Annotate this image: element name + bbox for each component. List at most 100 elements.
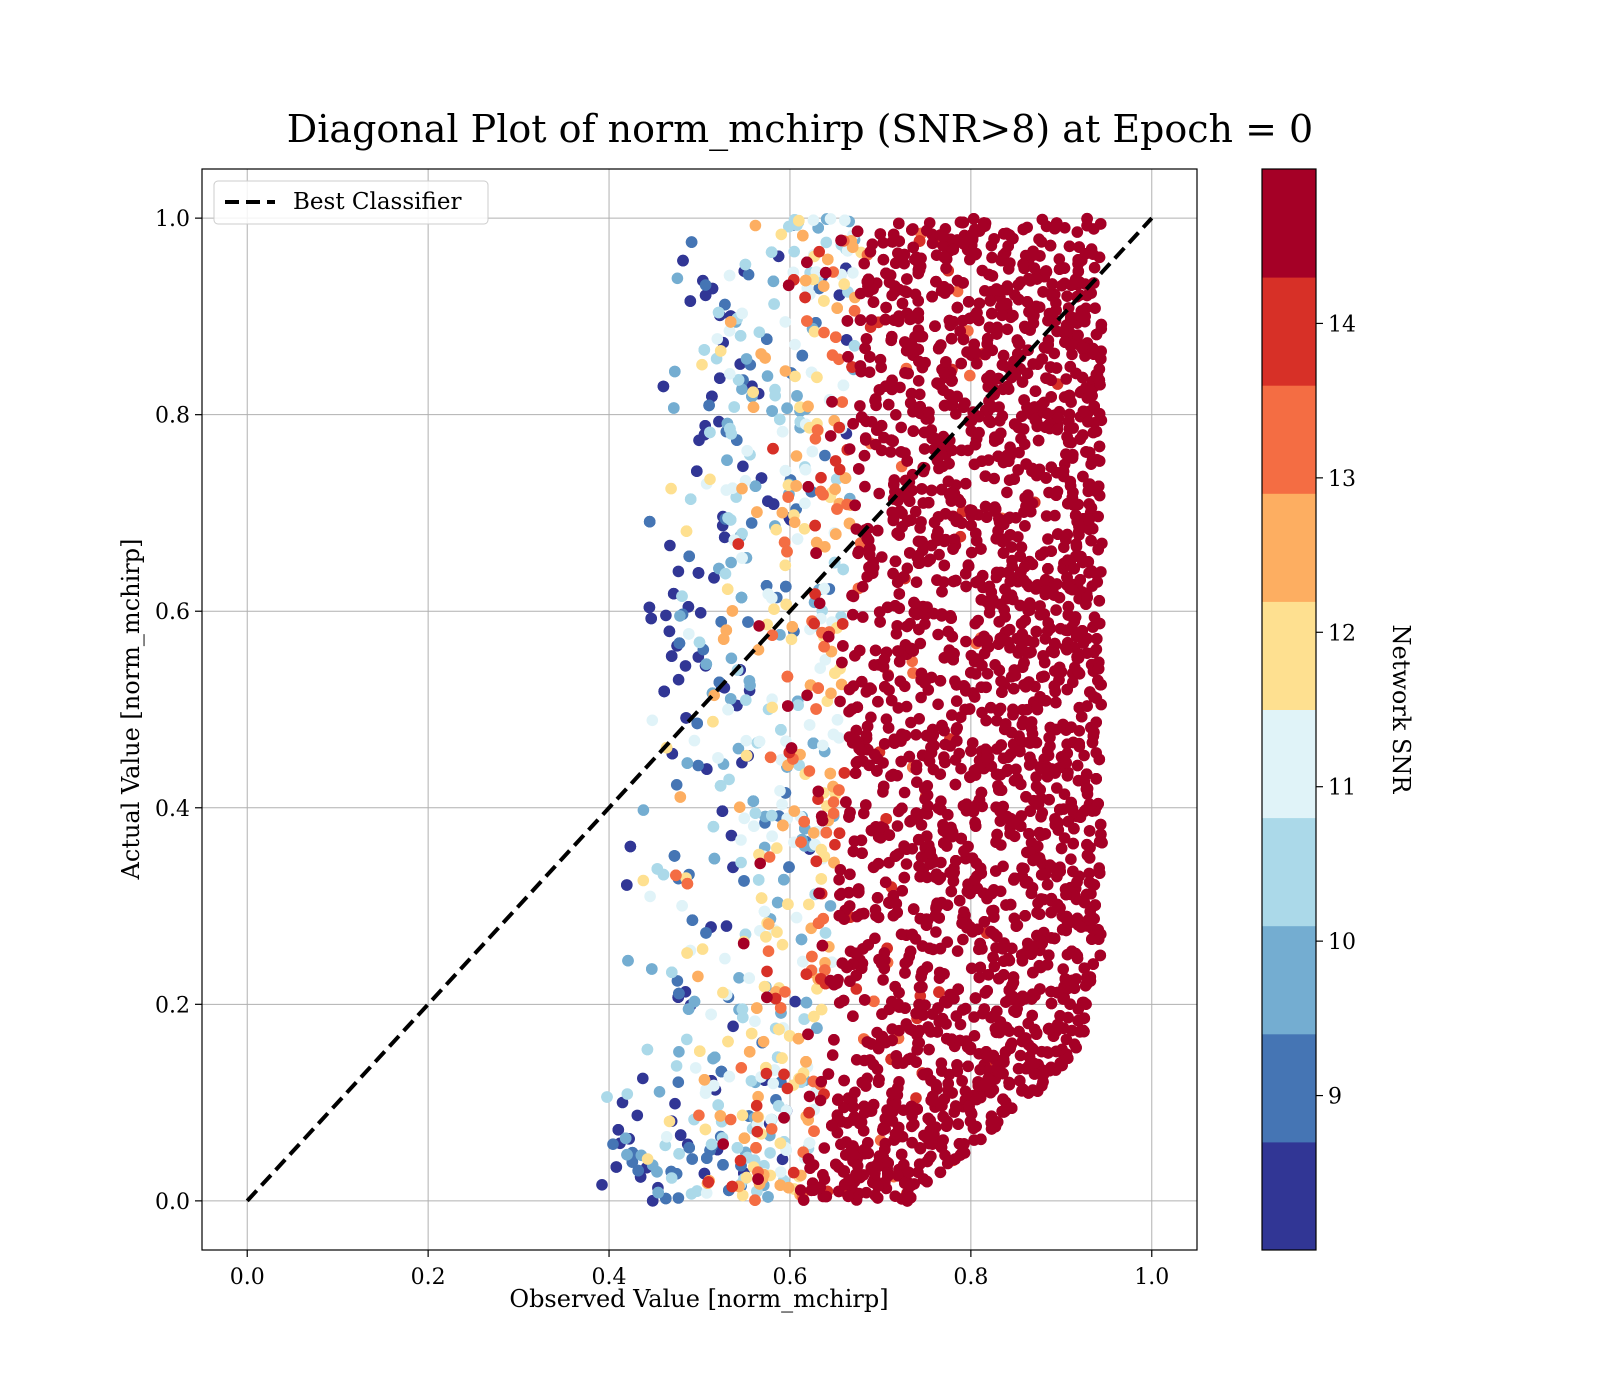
scatter-point bbox=[765, 246, 778, 258]
scatter-point bbox=[848, 305, 861, 317]
scatter-point bbox=[1042, 533, 1054, 545]
scatter-point bbox=[872, 1042, 885, 1055]
scatter-point bbox=[1048, 680, 1061, 692]
scatter-point bbox=[950, 515, 963, 528]
scatter-point bbox=[1065, 721, 1077, 733]
scatter-point bbox=[692, 759, 704, 772]
scatter-point bbox=[808, 1125, 820, 1137]
scatter-point bbox=[927, 763, 940, 776]
scatter-point bbox=[683, 628, 695, 640]
scatter-point bbox=[839, 214, 851, 227]
scatter-point bbox=[921, 1175, 933, 1188]
scatter-point bbox=[890, 409, 902, 421]
scatter-point bbox=[665, 482, 677, 495]
scatter-point bbox=[912, 295, 924, 307]
scatter-point bbox=[1092, 510, 1104, 523]
scatter-point bbox=[807, 1184, 820, 1196]
scatter-point bbox=[1041, 745, 1054, 757]
scatter-point bbox=[997, 547, 1010, 559]
scatter-point bbox=[712, 306, 725, 319]
scatter-point bbox=[854, 314, 867, 326]
scatter-point bbox=[815, 1075, 828, 1088]
scatter-point bbox=[939, 533, 952, 546]
scatter-point bbox=[789, 338, 801, 351]
scatter-point bbox=[733, 972, 745, 984]
scatter-point bbox=[803, 765, 816, 777]
scatter-point bbox=[847, 680, 860, 692]
scatter-point bbox=[968, 1030, 981, 1042]
scatter-point bbox=[1052, 411, 1065, 424]
scatter-point bbox=[810, 547, 822, 559]
scatter-point bbox=[816, 939, 829, 952]
scatter-point bbox=[700, 1187, 713, 1199]
scatter-point bbox=[988, 960, 1001, 973]
scatter-point bbox=[818, 640, 830, 653]
scatter-point bbox=[691, 717, 703, 730]
scatter-point bbox=[895, 421, 907, 434]
scatter-point bbox=[767, 498, 780, 510]
scatter-point bbox=[950, 408, 962, 420]
scatter-point bbox=[849, 499, 861, 512]
scatter-point bbox=[840, 796, 852, 808]
scatter-point bbox=[960, 635, 972, 648]
scatter-point bbox=[895, 928, 908, 941]
scatter-point bbox=[897, 1057, 909, 1069]
scatter-point bbox=[983, 580, 996, 593]
scatter-point bbox=[964, 369, 976, 382]
scatter-point bbox=[708, 572, 720, 584]
scatter-point bbox=[955, 832, 967, 845]
scatter-point bbox=[912, 1166, 924, 1179]
scatter-point bbox=[990, 1026, 1003, 1039]
scatter-point bbox=[683, 1141, 695, 1154]
scatter-point bbox=[930, 1121, 942, 1133]
scatter-point bbox=[732, 538, 745, 550]
scatter-point bbox=[924, 858, 936, 870]
scatter-point bbox=[833, 732, 845, 744]
scatter-point bbox=[986, 307, 998, 320]
scatter-point bbox=[901, 620, 913, 633]
scatter-point bbox=[990, 768, 1003, 780]
scatter-point bbox=[723, 325, 736, 337]
scatter-point bbox=[973, 635, 985, 647]
scatter-point bbox=[922, 684, 935, 696]
scatter-point bbox=[899, 729, 912, 742]
scatter-point bbox=[864, 351, 876, 363]
scatter-point bbox=[1053, 661, 1066, 674]
scatter-point bbox=[910, 1007, 922, 1020]
scatter-point bbox=[899, 367, 911, 379]
scatter-point bbox=[950, 1010, 963, 1022]
scatter-point bbox=[958, 681, 971, 693]
scatter-point bbox=[853, 742, 865, 755]
scatter-point bbox=[860, 799, 872, 811]
scatter-point bbox=[624, 840, 637, 853]
scatter-point bbox=[853, 463, 865, 475]
scatter-point bbox=[915, 851, 928, 863]
scatter-point bbox=[741, 445, 753, 457]
scatter-point bbox=[965, 666, 977, 679]
scatter-point bbox=[835, 234, 847, 247]
scatter-point bbox=[940, 262, 952, 275]
scatter-point bbox=[864, 682, 876, 694]
scatter-point bbox=[907, 425, 920, 437]
scatter-point bbox=[935, 339, 947, 351]
scatter-point bbox=[1051, 782, 1063, 794]
scatter-point bbox=[874, 353, 887, 366]
scatter-point bbox=[676, 590, 688, 602]
scatter-point bbox=[987, 593, 999, 606]
scatter-point bbox=[862, 534, 875, 546]
scatter-point bbox=[699, 1123, 712, 1136]
scatter-point bbox=[830, 528, 842, 540]
scatter-point bbox=[1063, 240, 1076, 253]
scatter-point bbox=[981, 752, 993, 765]
scatter-point bbox=[979, 500, 992, 513]
scatter-point bbox=[886, 1034, 898, 1047]
scatter-point bbox=[873, 606, 886, 618]
scatter-point bbox=[914, 637, 927, 650]
scatter-point bbox=[840, 334, 853, 346]
scatter-point bbox=[886, 374, 898, 387]
scatter-point bbox=[800, 968, 813, 980]
scatter-point bbox=[1073, 529, 1085, 541]
scatter-point bbox=[1061, 624, 1074, 637]
scatter-point bbox=[708, 852, 721, 865]
